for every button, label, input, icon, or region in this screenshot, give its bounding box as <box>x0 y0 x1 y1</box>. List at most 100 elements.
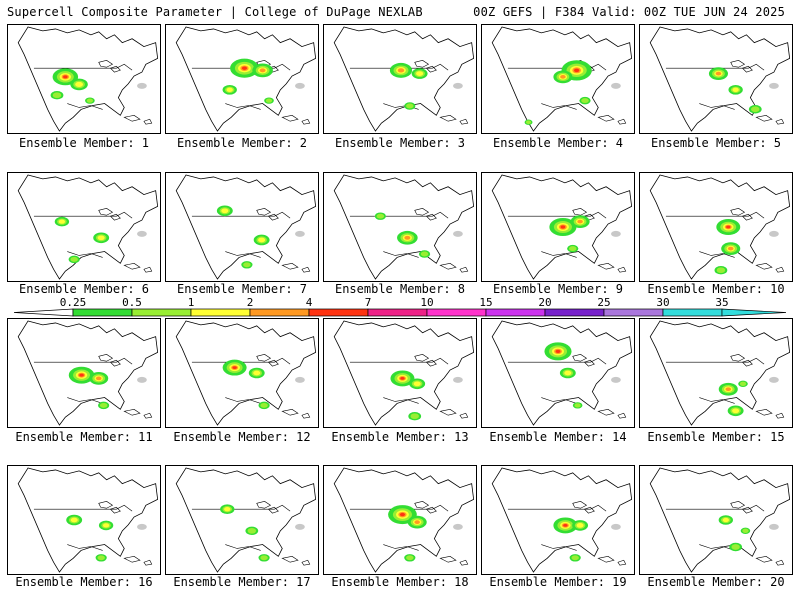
great-lakes <box>572 354 595 367</box>
scp-contour <box>102 523 110 528</box>
scp-contour <box>568 246 577 252</box>
colorbar-max-arrow <box>721 308 787 317</box>
scp-minor-area <box>295 376 305 383</box>
ensemble-map-panel[interactable] <box>481 172 635 282</box>
ensemble-member-label: Ensemble Member: 15 <box>647 430 785 444</box>
country-border <box>33 63 133 110</box>
colorbar-segment <box>308 308 369 317</box>
great-lakes <box>98 60 121 73</box>
ensemble-member-label: Ensemble Member: 20 <box>647 575 785 589</box>
scp-contour <box>413 381 421 387</box>
ensemble-map-panel[interactable] <box>165 318 319 428</box>
colorbar-tick-label: 0.5 <box>122 296 142 309</box>
ensemble-map-panel[interactable] <box>323 24 477 134</box>
coastline <box>333 174 475 280</box>
ensemble-map-panel[interactable] <box>7 24 161 134</box>
great-lakes <box>98 354 121 367</box>
scp-minor-area <box>611 376 621 383</box>
country-border <box>349 357 449 404</box>
ensemble-map-panel[interactable] <box>639 172 793 282</box>
scp-contour <box>715 71 722 76</box>
ensemble-map-panel[interactable] <box>7 172 161 282</box>
scp-minor-area <box>137 82 147 89</box>
ensemble-map-panel[interactable] <box>7 465 161 575</box>
colorbar-segment <box>426 308 487 317</box>
scp-contour <box>258 237 266 243</box>
coastline <box>333 467 475 573</box>
north-america-map <box>333 174 475 280</box>
country-border <box>507 211 607 258</box>
country-border <box>191 211 291 258</box>
colorbar-tick-label: 25 <box>597 296 610 309</box>
scp-contour <box>406 555 414 561</box>
north-america-map <box>333 467 475 573</box>
country-border <box>507 504 607 551</box>
north-america-map <box>649 320 791 426</box>
ensemble-map-panel[interactable] <box>165 172 319 282</box>
coastline <box>175 26 317 132</box>
scp-contour <box>420 251 429 257</box>
ensemble-map-panel[interactable] <box>165 465 319 575</box>
ensemble-member-label: Ensemble Member: 19 <box>489 575 627 589</box>
ensemble-map-panel[interactable] <box>481 318 635 428</box>
north-america-map <box>491 467 633 573</box>
ensemble-map-panel[interactable] <box>481 465 635 575</box>
scp-contour <box>376 213 385 219</box>
ensemble-map-panel[interactable] <box>323 172 477 282</box>
scp-contour <box>99 402 108 408</box>
coastline <box>649 320 791 426</box>
colorbar-segment <box>485 308 546 317</box>
scp-contour <box>574 68 580 73</box>
scp-minor-area <box>295 82 305 89</box>
scp-contour <box>241 66 248 70</box>
color-scale-legend: 0.25 0.5 1 2 4 7 10 15 20 25 30 35 <box>13 296 787 317</box>
ensemble-member-label: Ensemble Member: 5 <box>650 136 782 150</box>
scp-contour <box>63 75 68 79</box>
scp-contour <box>232 366 237 369</box>
country-border <box>665 211 765 258</box>
scp-contour <box>725 387 732 392</box>
scp-contour <box>253 370 261 376</box>
scp-contour <box>97 235 105 241</box>
north-america-map <box>175 26 317 132</box>
caribbean-islands <box>281 263 311 273</box>
caribbean-islands <box>755 409 785 419</box>
scp-minor-area <box>137 376 147 383</box>
scp-minor-area <box>611 230 621 237</box>
ensemble-member-label: Ensemble Member: 13 <box>331 430 469 444</box>
coastline <box>17 320 159 426</box>
scp-contour <box>400 377 405 380</box>
scp-contour <box>742 528 749 533</box>
ensemble-map-panel[interactable] <box>639 465 793 575</box>
caribbean-islands <box>597 115 627 125</box>
colorbar-tick-label: 10 <box>420 296 433 309</box>
ensemble-map-panel[interactable] <box>323 465 477 575</box>
ensemble-map-panel[interactable] <box>639 318 793 428</box>
ensemble-map-panel[interactable] <box>639 24 793 134</box>
north-america-map <box>175 320 317 426</box>
ensemble-member-label: Ensemble Member: 4 <box>492 136 624 150</box>
ensemble-member-label: Ensemble Member: 1 <box>18 136 150 150</box>
coastline <box>175 467 317 573</box>
scp-contour <box>243 262 251 268</box>
coastline <box>491 320 633 426</box>
scp-minor-area <box>453 82 463 89</box>
north-america-map <box>17 467 159 573</box>
great-lakes <box>98 501 121 514</box>
colorbar-tick-label: 2 <box>247 296 254 309</box>
coastline <box>649 26 791 132</box>
caribbean-islands <box>755 115 785 125</box>
scp-contour <box>574 403 581 408</box>
coastline <box>491 26 633 132</box>
great-lakes <box>414 501 437 514</box>
north-america-map <box>333 26 475 132</box>
colorbar-tick-label: 0.25 <box>60 296 87 309</box>
colorbar-segment <box>603 308 664 317</box>
colorbar-segment <box>72 308 133 317</box>
north-america-map <box>491 26 633 132</box>
ensemble-map-panel[interactable] <box>165 24 319 134</box>
scp-minor-area <box>453 230 463 237</box>
ensemble-map-panel[interactable] <box>323 318 477 428</box>
ensemble-map-panel[interactable] <box>481 24 635 134</box>
ensemble-map-panel[interactable] <box>7 318 161 428</box>
